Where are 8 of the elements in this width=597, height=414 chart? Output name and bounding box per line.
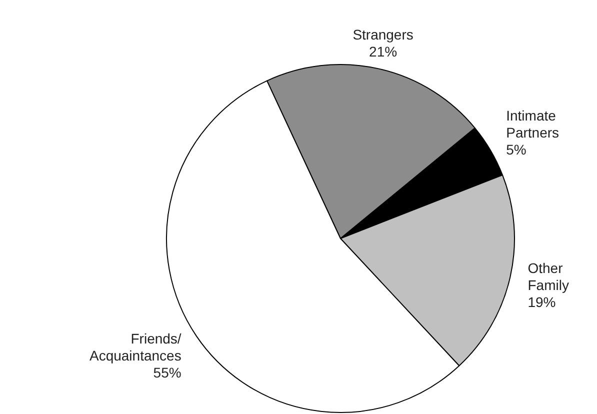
slice-label: Other Family — [528, 260, 569, 293]
data-label: 55% — [153, 364, 182, 380]
data-label: 19% — [528, 294, 556, 310]
data-label: 21% — [369, 43, 398, 60]
slice-label: Strangers — [352, 26, 414, 42]
slice-label: Intimate Partners — [506, 108, 560, 141]
data-label: 5% — [506, 142, 526, 158]
slice-label: Friends/ Acquaintances — [89, 330, 182, 364]
